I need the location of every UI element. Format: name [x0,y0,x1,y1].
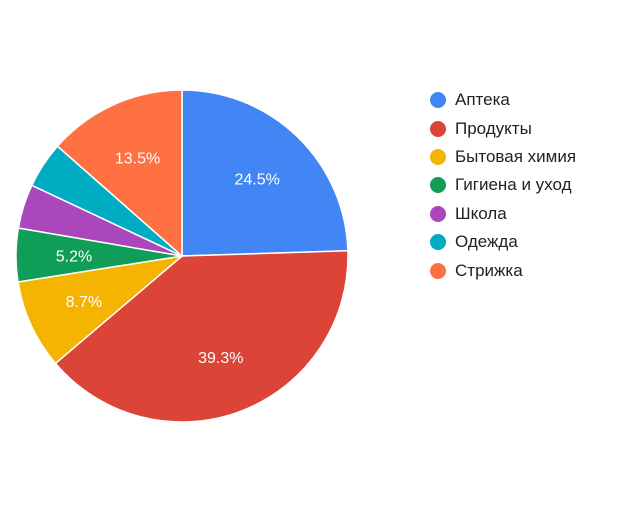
legend-item-стрижка: Стрижка [430,256,576,284]
legend-item-гигиена-и-уход: Гигиена и уход [430,171,576,199]
legend-swatch [430,148,446,165]
legend-item-аптека: Аптека [430,86,576,114]
data-label-стрижка: 13.5% [115,151,160,168]
legend-label: Бытовая химия [455,146,577,166]
data-label-продукты: 39.3% [198,350,243,367]
legend-label: Стрижка [455,260,523,280]
data-label-гигиена-и-уход: 5.2% [56,248,92,265]
legend-item-школа: Школа [430,200,576,228]
pie-slice-бытовая-химия [17,254,185,365]
chart-legend: Аптека Продукты Бытовая химия Гигиена и ухо… [430,86,576,285]
pie-slice-аптека [181,89,349,257]
legend-label: Школа [455,203,507,223]
pie-slice-продукты [54,250,349,423]
legend-item-продукты: Продукты [430,114,576,142]
legend-swatch [430,92,446,109]
legend-item-одежда: Одежда [430,228,576,256]
legend-swatch [430,120,446,137]
legend-label: Аптека [455,90,510,110]
legend-swatch [430,177,446,194]
data-label-бытовая-химия: 8.7% [66,294,102,311]
legend-swatch [430,205,446,222]
data-label-аптека: 24.5% [234,171,279,188]
legend-swatch [430,262,446,279]
legend-item-бытовая-химия: Бытовая химия [430,143,576,171]
legend-swatch [430,234,446,251]
legend-label: Гигиена и уход [455,175,572,195]
pie-slice-стрижка [56,89,183,258]
legend-label: Одежда [455,232,518,252]
legend-label: Продукты [455,118,532,138]
